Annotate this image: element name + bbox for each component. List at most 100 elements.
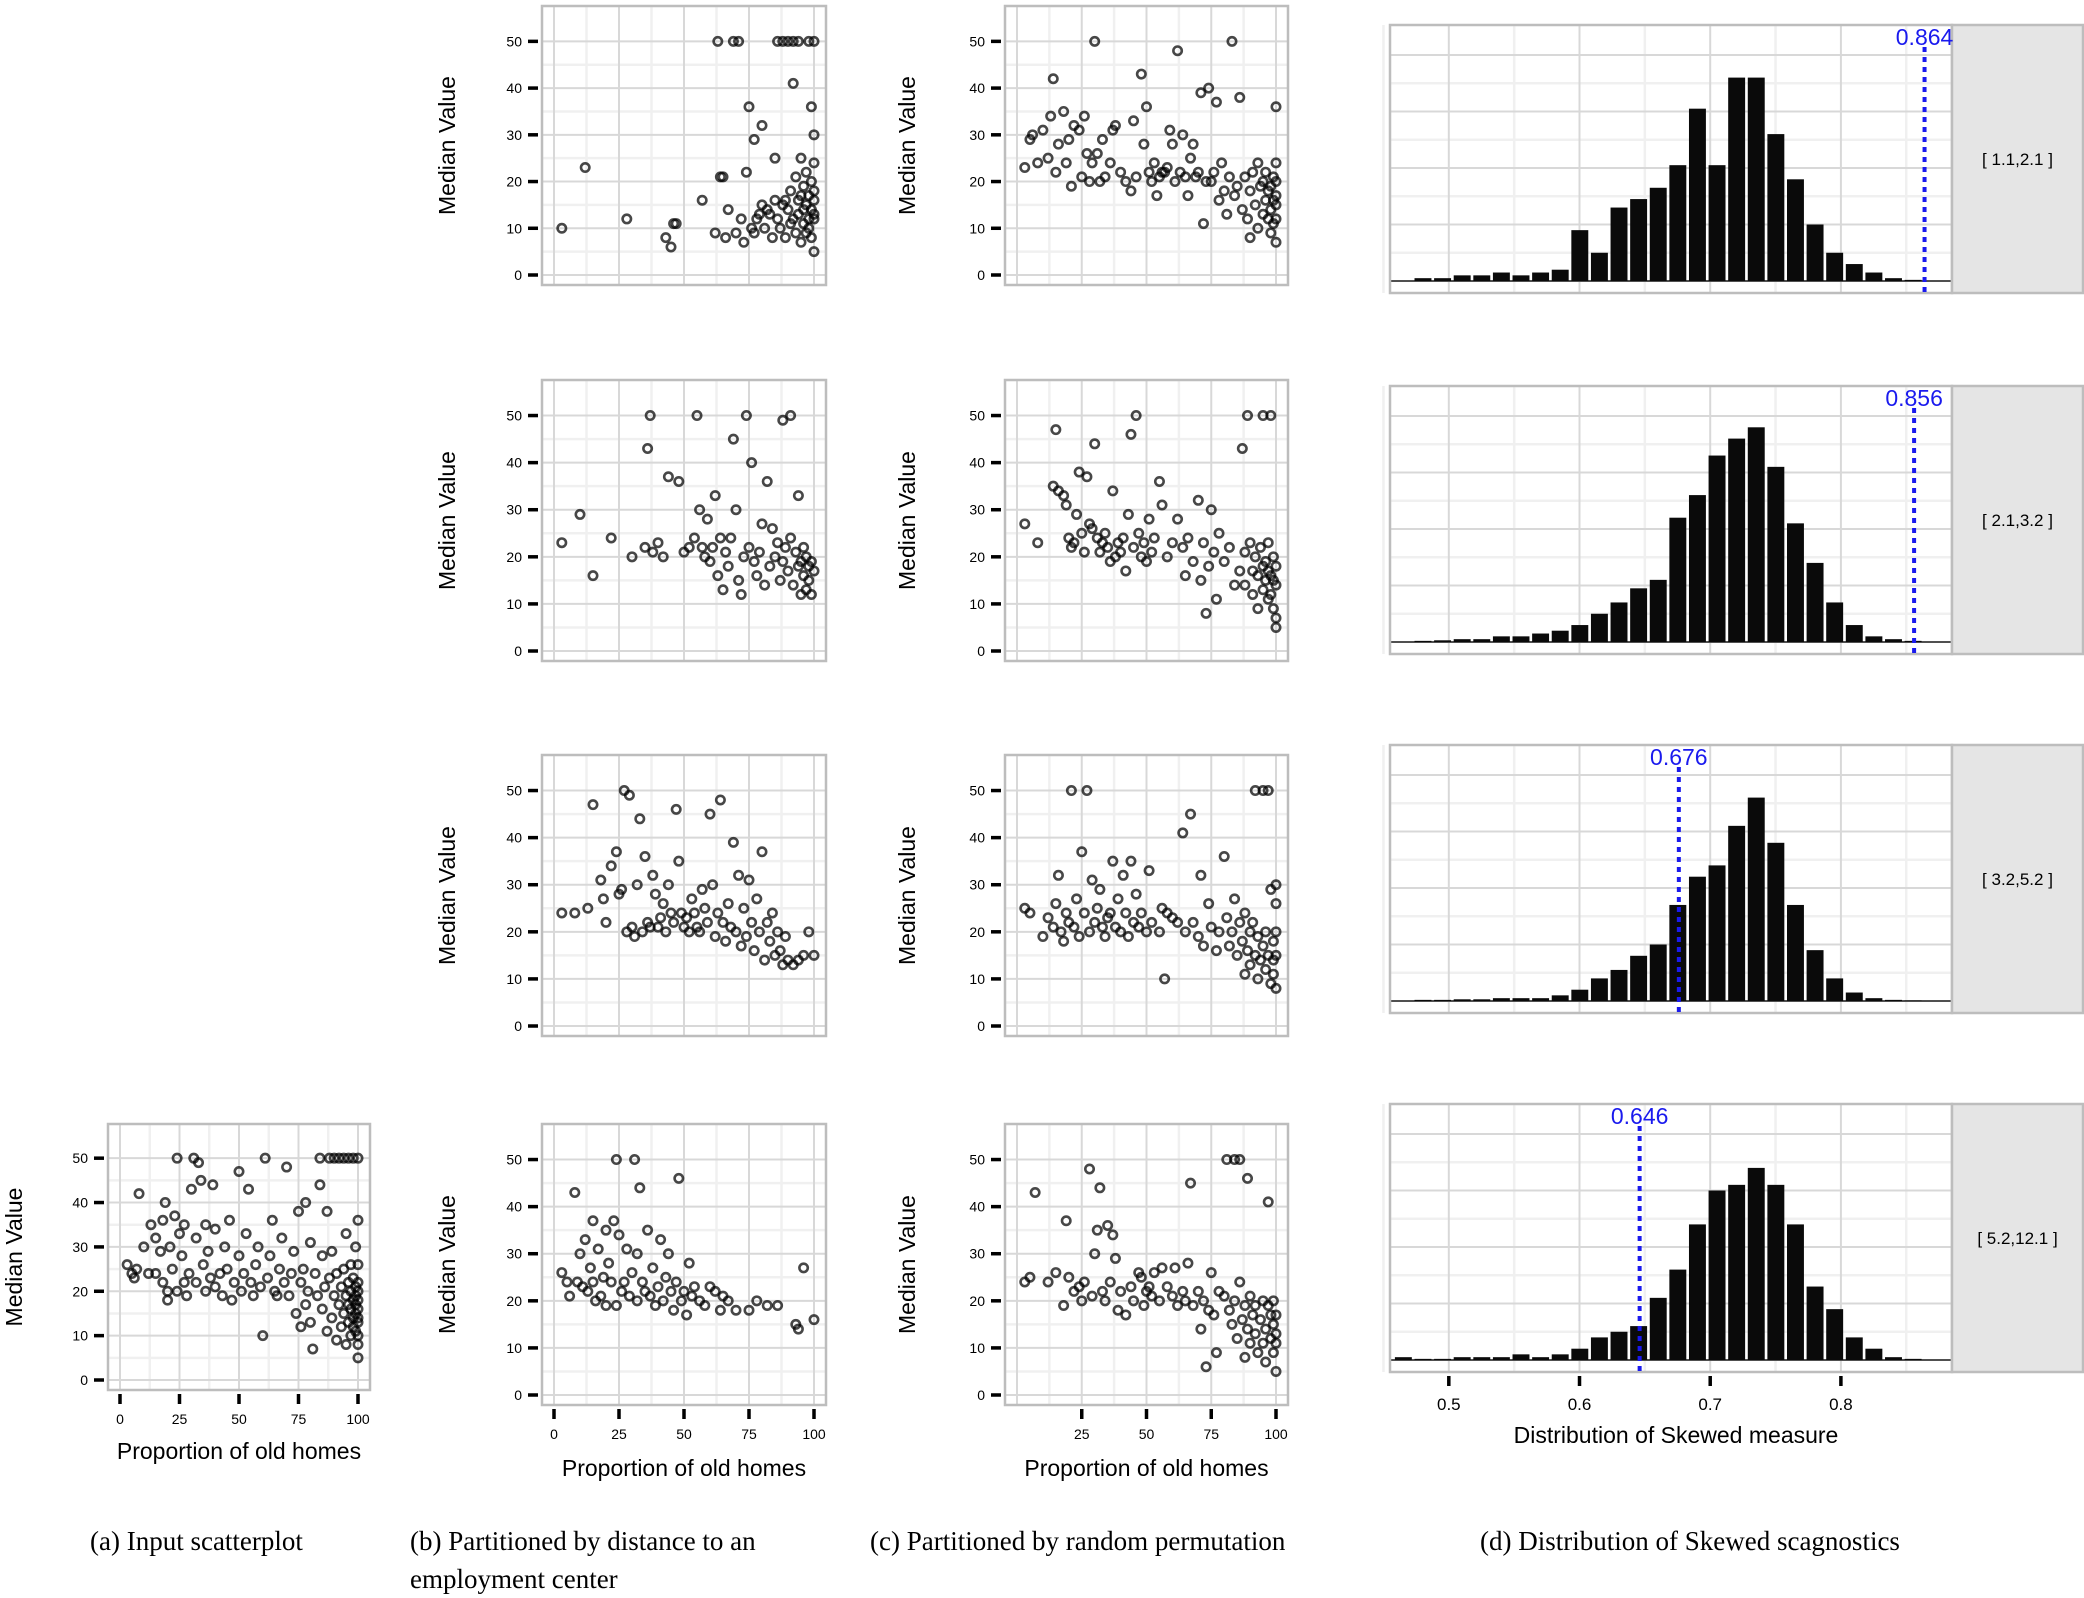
data-point	[252, 1241, 264, 1253]
data-point	[1084, 1163, 1096, 1175]
data-point	[660, 232, 672, 244]
data-point	[226, 1294, 238, 1306]
data-point	[753, 546, 765, 558]
data-point	[727, 836, 739, 848]
data-point	[1234, 1154, 1246, 1166]
histogram-bar	[1806, 1286, 1824, 1360]
histogram-bar	[1590, 978, 1608, 1001]
data-point	[759, 579, 771, 591]
data-point	[1086, 1290, 1098, 1302]
data-point	[321, 1325, 333, 1337]
data-point	[779, 541, 791, 553]
data-point	[761, 1300, 773, 1312]
histogram-bar	[1669, 165, 1687, 281]
y-tick-label: 0	[977, 267, 985, 283]
data-point	[798, 541, 810, 553]
data-point	[1254, 1314, 1266, 1326]
data-point	[1138, 1300, 1150, 1312]
histogram-bar	[1434, 278, 1452, 281]
data-point	[1071, 893, 1083, 905]
histogram-bar	[1590, 1337, 1608, 1360]
data-point	[138, 1241, 150, 1253]
data-point	[746, 457, 758, 469]
data-point	[1086, 523, 1098, 535]
data-point	[300, 1197, 312, 1209]
data-point	[1260, 166, 1272, 178]
data-point	[1216, 157, 1228, 169]
y-tick-label: 10	[969, 971, 985, 987]
histogram-bar	[1728, 825, 1746, 1001]
data-point	[1065, 180, 1077, 192]
data-point	[162, 1294, 174, 1306]
data-point	[1148, 1267, 1160, 1279]
data-point	[1058, 490, 1070, 502]
data-point	[1086, 874, 1098, 886]
data-point	[1242, 1323, 1254, 1335]
data-point	[761, 916, 773, 928]
data-point	[764, 208, 776, 220]
data-point	[200, 1285, 212, 1297]
data-point	[743, 101, 755, 113]
data-point	[1270, 949, 1282, 961]
data-point	[1073, 124, 1085, 136]
data-point	[808, 208, 820, 220]
data-point	[1115, 166, 1127, 178]
data-point	[1133, 921, 1145, 933]
scatter-panel-b-4: 0 10 20 30 40 50 0 25 50 75 100 Median Value Proport…	[434, 1122, 828, 1481]
data-point	[779, 232, 791, 244]
histogram-bar	[1551, 1354, 1569, 1360]
data-point	[1208, 166, 1220, 178]
x-tick-label: 0	[550, 1426, 558, 1442]
data-point	[1229, 579, 1241, 591]
data-point	[340, 1228, 352, 1240]
y-tick-label: 10	[969, 1340, 985, 1356]
y-tick-label: 0	[514, 267, 522, 283]
data-point	[1094, 883, 1106, 895]
panel-border	[1003, 753, 1290, 1038]
caption-d: (d) Distribution of Skewed scagnostics	[1480, 1526, 1900, 1556]
data-point	[670, 803, 682, 815]
data-point	[686, 893, 698, 905]
data-point	[1120, 907, 1132, 919]
y-tick-label: 20	[506, 174, 522, 190]
data-point	[756, 119, 768, 131]
data-point	[665, 907, 677, 919]
data-point	[1234, 916, 1246, 928]
scatter-panel-b-2: 0 10 20 30 40 50 Median Value	[434, 378, 828, 663]
data-point	[1185, 1177, 1197, 1189]
histogram-bar	[1551, 995, 1569, 1001]
x-axis-label: Distribution of Skewed measure	[1514, 1422, 1839, 1448]
data-point	[730, 227, 742, 239]
data-point	[262, 1272, 274, 1284]
histogram-bar	[1688, 108, 1706, 281]
histogram-bar	[1512, 998, 1530, 1001]
data-point	[798, 1262, 810, 1274]
y-axis-label: Median Value	[434, 1195, 460, 1334]
data-point	[1252, 157, 1264, 169]
data-point	[1177, 827, 1189, 839]
data-point	[1076, 171, 1088, 183]
data-point	[1107, 855, 1119, 867]
y-tick-label: 20	[969, 924, 985, 940]
data-point	[1177, 129, 1189, 141]
histogram-bar	[1767, 842, 1785, 1001]
histogram-bar	[1728, 77, 1746, 281]
data-point	[300, 1299, 312, 1311]
data-point	[709, 931, 721, 943]
data-point	[1052, 869, 1064, 881]
y-tick-label: 0	[977, 643, 985, 659]
data-point	[1032, 537, 1044, 549]
data-point	[1148, 532, 1160, 544]
data-point	[1213, 527, 1225, 539]
data-point	[798, 949, 810, 961]
data-point	[178, 1276, 190, 1288]
data-point	[1156, 499, 1168, 511]
data-point	[1270, 1365, 1282, 1377]
data-point	[660, 926, 672, 938]
data-point	[657, 1295, 669, 1307]
data-point	[1203, 82, 1215, 94]
data-point	[1120, 1309, 1132, 1321]
histogram-bar	[1826, 978, 1844, 1001]
panel-border	[1003, 1122, 1290, 1407]
data-point	[304, 1316, 316, 1328]
